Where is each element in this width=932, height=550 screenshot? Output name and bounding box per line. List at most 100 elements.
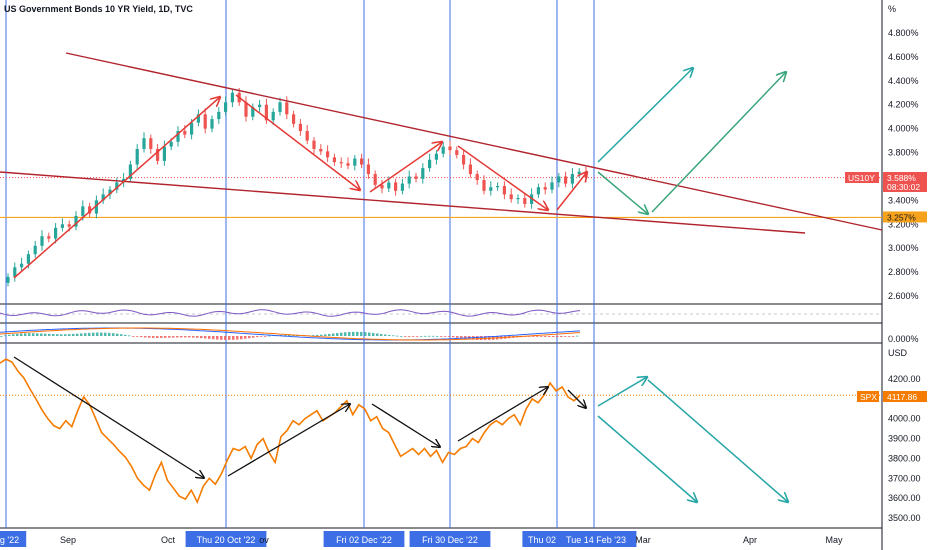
- macd-signal-line: [0, 327, 581, 341]
- time-tick-label: Sep: [60, 535, 76, 545]
- yield-tick-label: 3.800%: [888, 148, 919, 158]
- candle-body: [523, 197, 527, 204]
- macd-bar: [336, 333, 339, 336]
- spx-teal-arrow-up[interactable]: [597, 377, 647, 407]
- macd-bar: [456, 336, 459, 338]
- macd-bar: [464, 336, 467, 339]
- red-arrow-4[interactable]: [457, 145, 548, 210]
- macd-bar: [452, 336, 455, 338]
- spx-tick-label: 4000.00: [888, 414, 921, 424]
- macd-bar: [236, 336, 239, 340]
- macd-bar: [160, 336, 163, 338]
- macd-bar: [424, 335, 427, 337]
- macd-bar: [264, 336, 267, 337]
- macd-bar: [328, 333, 331, 336]
- candle-body: [258, 104, 262, 108]
- macd-bar: [340, 332, 343, 336]
- macd-bar: [380, 333, 383, 336]
- macd-bar: [156, 336, 159, 338]
- macd-bar: [480, 336, 483, 341]
- candle-body: [183, 131, 187, 135]
- red-arrow-2[interactable]: [235, 94, 360, 190]
- candle-body: [373, 174, 377, 185]
- macd-bar: [412, 336, 415, 337]
- macd-bar: [220, 336, 223, 340]
- spx-tick-label: 3700.00: [888, 473, 921, 483]
- black-arrow-2[interactable]: [227, 404, 350, 477]
- spx-teal-arrow-down-2[interactable]: [647, 379, 788, 502]
- rsi-line: [0, 309, 581, 317]
- green-arrow-down[interactable]: [597, 171, 648, 214]
- candle-body: [509, 194, 513, 200]
- macd-pane-label: 0.000%: [888, 334, 919, 344]
- spx-tick-label: 3800.00: [888, 453, 921, 463]
- candle-body: [94, 200, 98, 214]
- time-label-badge: [185, 531, 267, 547]
- teal-arrow-up-1[interactable]: [597, 68, 693, 163]
- time-label-badge: [555, 531, 637, 547]
- macd-line: [0, 327, 581, 341]
- macd-bar: [436, 335, 439, 337]
- time-tick-label: ov: [259, 535, 269, 545]
- red-arrow-5[interactable]: [556, 172, 587, 211]
- spx-tick-label: 3900.00: [888, 434, 921, 444]
- macd-bar: [44, 333, 47, 336]
- time-tick-label: May: [825, 535, 843, 545]
- macd-bar: [116, 333, 119, 336]
- macd-bar: [320, 334, 323, 336]
- lower-wedge-trendline[interactable]: [0, 171, 806, 234]
- macd-bar: [188, 336, 191, 338]
- green-arrow-up-2[interactable]: [651, 72, 786, 213]
- svg-text:SPX: SPX: [860, 392, 877, 402]
- black-arrow-5[interactable]: [567, 389, 586, 408]
- candle-body: [414, 176, 418, 179]
- macd-bar: [144, 336, 147, 338]
- macd-bar: [552, 336, 555, 338]
- macd-bar: [316, 334, 319, 336]
- candle-body: [142, 138, 146, 149]
- candle-body: [149, 138, 153, 149]
- macd-bar: [112, 333, 115, 336]
- candle-body: [128, 164, 132, 179]
- macd-bar: [324, 334, 327, 336]
- yield-red-arrows: [13, 94, 587, 279]
- candle-body: [326, 151, 330, 158]
- candlestick-series-us10y: [6, 87, 588, 287]
- macd-bar: [548, 336, 551, 338]
- macd-bar: [448, 336, 451, 337]
- candle-body: [60, 224, 64, 228]
- time-tick-label: Fri 02 Dec '22: [336, 535, 392, 545]
- red-arrow-1[interactable]: [13, 97, 220, 279]
- macd-bar: [140, 336, 143, 338]
- macd-bar: [124, 334, 127, 336]
- macd-bar: [360, 331, 363, 336]
- macd-bar: [168, 336, 171, 338]
- macd-bar: [128, 335, 131, 337]
- yield-tick-label: 4.600%: [888, 52, 919, 62]
- black-arrow-1[interactable]: [13, 356, 204, 478]
- candle-body: [468, 164, 472, 175]
- black-arrow-4[interactable]: [457, 387, 548, 442]
- chart-title: US Government Bonds 10 YR Yield, 1D, TVC: [4, 4, 193, 14]
- candle-body: [67, 224, 71, 227]
- candle-body: [305, 131, 309, 141]
- candle-body: [312, 140, 316, 149]
- macd-bar: [100, 332, 103, 336]
- red-arrow-3[interactable]: [369, 142, 442, 193]
- upper-wedge-trendline[interactable]: [65, 52, 883, 231]
- macd-bar: [232, 336, 235, 340]
- svg-text:4117.86: 4117.86: [887, 392, 917, 402]
- black-arrow-3[interactable]: [371, 403, 440, 447]
- spx-teal-arrow-down-1[interactable]: [597, 415, 697, 502]
- macd-bar: [460, 336, 463, 339]
- macd-bar: [104, 332, 107, 336]
- svg-text:3.257%: 3.257%: [887, 212, 916, 222]
- candle-body: [264, 104, 268, 121]
- yield-price-axis[interactable]: 4.800%4.600%4.400%4.200%4.000%3.800%3.60…: [888, 28, 919, 301]
- macd-bar: [260, 336, 263, 337]
- macd-bar: [164, 336, 167, 338]
- candle-body: [244, 102, 248, 117]
- time-tick-label: Thu 02: [528, 535, 556, 545]
- candle-body: [407, 176, 411, 184]
